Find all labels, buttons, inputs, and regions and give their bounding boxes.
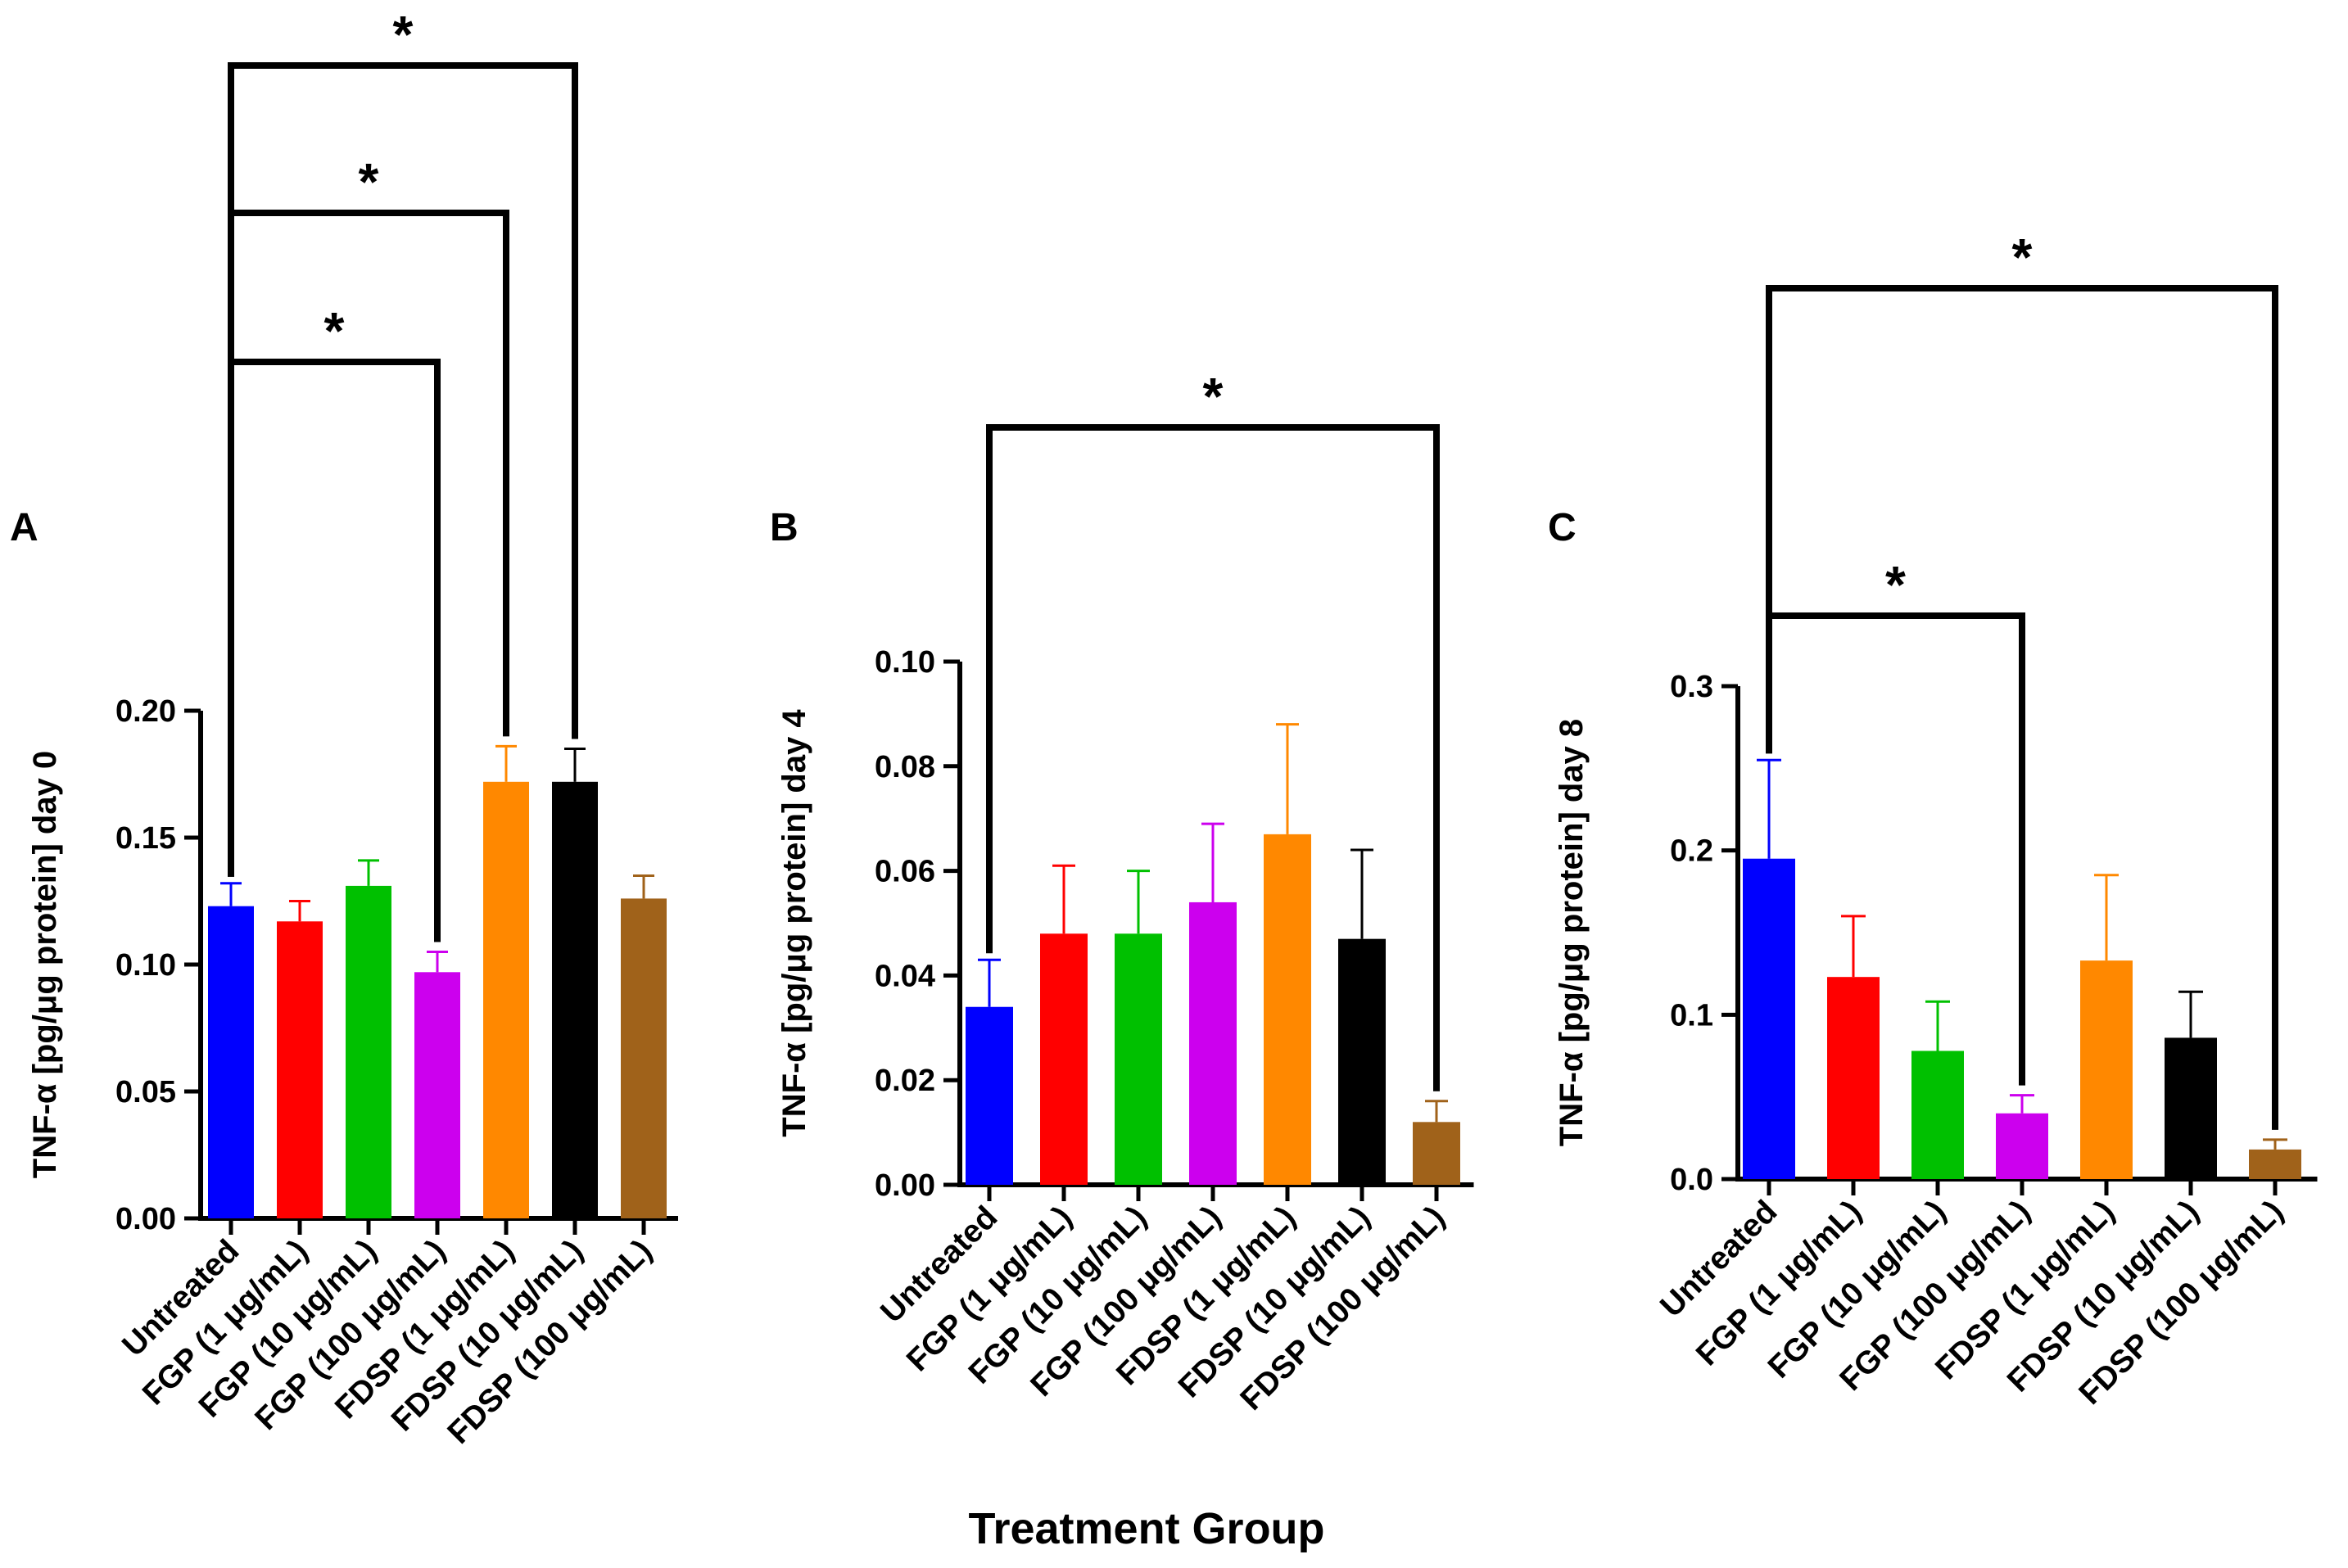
panel-c: C TNF-α [pg/μg protein] day 8 0.0 0.1 0.2 0.3… bbox=[1548, 228, 2318, 1412]
y-tick-label: 0.04 bbox=[875, 959, 935, 993]
significance-star: * bbox=[1885, 555, 1906, 614]
y-tick-label: 0.05 bbox=[115, 1075, 176, 1109]
panel-letter: B bbox=[770, 506, 799, 549]
panel-a: A TNF-α [pg/μg protein] day 0 0.00 0.05 0.10… bbox=[10, 5, 678, 1451]
bar-5 bbox=[1264, 834, 1311, 1185]
y-tick-label: 0.10 bbox=[115, 948, 176, 983]
significance-bracket bbox=[1766, 285, 2278, 1130]
y-tick-label: 0.08 bbox=[875, 750, 935, 784]
x-axis-title: Treatment Group bbox=[968, 1504, 1324, 1553]
bar-3 bbox=[1911, 1051, 1964, 1179]
significance-bracket bbox=[228, 210, 509, 877]
significance-star: * bbox=[359, 152, 379, 211]
panel-letter: A bbox=[10, 506, 38, 549]
bar-5 bbox=[483, 781, 529, 1218]
y-tick-label: 0.2 bbox=[1670, 834, 1713, 869]
y-tick-label: 0.15 bbox=[115, 821, 176, 856]
bar-7 bbox=[1413, 1122, 1460, 1185]
bar-5 bbox=[2080, 960, 2133, 1179]
bar-1 bbox=[1743, 858, 1795, 1179]
y-tick-label: 0.02 bbox=[875, 1064, 935, 1098]
y-axis-title: TNF-α [pg/μg protein] day 4 bbox=[776, 709, 812, 1137]
significance-bracket bbox=[228, 359, 441, 942]
bar-7 bbox=[2249, 1149, 2301, 1179]
y-tick-label: 0.3 bbox=[1670, 670, 1713, 704]
y-tick-label: 0.00 bbox=[115, 1202, 176, 1236]
y-tick-label: 0.00 bbox=[875, 1168, 935, 1203]
bar-1 bbox=[208, 906, 254, 1218]
significance-bracket bbox=[986, 424, 1440, 1091]
significance-bracket bbox=[228, 62, 578, 877]
bar-6 bbox=[2165, 1037, 2217, 1179]
significance-star: * bbox=[2012, 228, 2033, 287]
y-tick-label: 0.06 bbox=[875, 855, 935, 889]
bar-6 bbox=[1338, 938, 1386, 1185]
y-tick-label: 0.0 bbox=[1670, 1163, 1713, 1197]
bar-2 bbox=[1827, 977, 1880, 1179]
bar-4 bbox=[1996, 1113, 2048, 1179]
bar-4 bbox=[414, 972, 460, 1218]
bar-2 bbox=[1040, 933, 1088, 1185]
y-tick-label: 0.10 bbox=[875, 645, 935, 680]
y-tick-label: 0.1 bbox=[1670, 998, 1713, 1033]
y-axis-title: TNF-α [pg/μg protein] day 0 bbox=[27, 751, 63, 1178]
bar-2 bbox=[277, 921, 323, 1218]
y-axis-title: TNF-α [pg/μg protein] day 8 bbox=[1554, 719, 1590, 1146]
bar-3 bbox=[1115, 933, 1162, 1185]
bar-4 bbox=[1189, 901, 1237, 1185]
bar-1 bbox=[966, 1006, 1013, 1185]
bar-7 bbox=[621, 898, 667, 1218]
significance-bracket bbox=[1766, 612, 2025, 1086]
panel-letter: C bbox=[1548, 506, 1577, 549]
panel-b: B TNF-α [pg/μg protein] day 4 0.00 0.02 0.04… bbox=[770, 367, 1474, 1417]
bar-3 bbox=[346, 885, 391, 1218]
significance-star: * bbox=[324, 301, 345, 360]
significance-star: * bbox=[393, 5, 414, 64]
y-tick-label: 0.20 bbox=[115, 694, 176, 729]
significance-star: * bbox=[1203, 367, 1224, 426]
bar-6 bbox=[552, 781, 598, 1218]
